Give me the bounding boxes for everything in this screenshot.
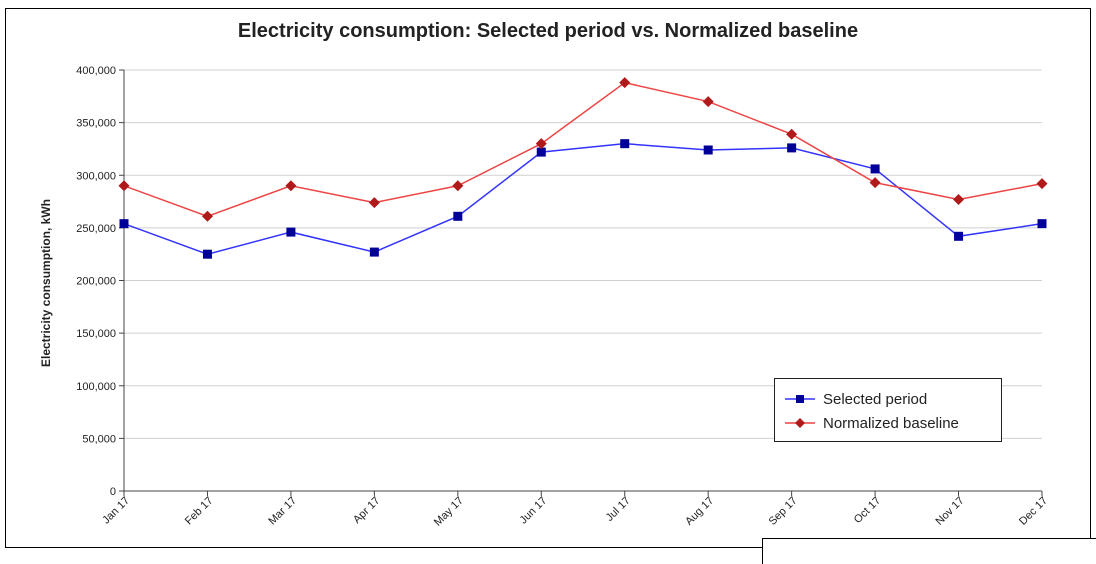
data-point (787, 143, 797, 153)
data-point (535, 138, 547, 150)
x-tick-label: Feb 17 (183, 495, 216, 528)
y-tick-label: 50,000 (82, 433, 116, 445)
series-line-0 (123, 142, 1043, 255)
legend-marker-normalized-baseline (795, 418, 805, 428)
legend-item-selected-period: Selected period (785, 389, 927, 409)
x-tick-label: Aug 17 (683, 495, 716, 528)
y-tick-label: 350,000 (76, 118, 116, 130)
bottom-right-panel (762, 538, 1096, 564)
data-point (954, 231, 964, 241)
x-tick-label: Jan 17 (100, 495, 132, 527)
data-point (453, 211, 463, 221)
y-tick-label: 400,000 (76, 65, 116, 77)
y-tick-label: 100,000 (76, 381, 116, 393)
x-tick-label: Mar 17 (266, 495, 299, 528)
data-point (1037, 219, 1047, 229)
y-tick-label: 250,000 (76, 223, 116, 235)
data-point (703, 145, 713, 155)
x-tick-label: Oct 17 (852, 495, 883, 526)
x-tick-label: Nov 17 (934, 495, 967, 528)
data-point (369, 247, 379, 257)
data-point (619, 77, 631, 89)
data-point (368, 197, 380, 209)
legend-swatch-selected-period (785, 395, 815, 403)
data-point (201, 210, 213, 222)
y-tick-label: 0 (110, 486, 116, 498)
data-point (953, 193, 965, 205)
y-tick-label: 300,000 (76, 170, 116, 182)
x-tick-label: Jul 17 (604, 495, 633, 524)
x-tick-label: Apr 17 (351, 495, 382, 526)
chart-frame (5, 8, 1091, 548)
data-point (452, 180, 464, 192)
chart-title: Electricity consumption: Selected period… (237, 20, 859, 42)
legend-item-normalized-baseline: Normalized baseline (785, 413, 959, 433)
data-point (1036, 178, 1048, 190)
legend-label-normalized-baseline: Normalized baseline (823, 414, 959, 432)
y-tick-label: 200,000 (76, 276, 116, 288)
data-point (285, 180, 297, 192)
series-line-1 (123, 81, 1043, 218)
data-point (118, 180, 130, 192)
legend-label-selected-period: Selected period (823, 390, 928, 408)
legend-marker-selected-period (796, 395, 804, 403)
data-point (536, 147, 546, 157)
data-point (869, 177, 881, 189)
legend: Selected period Normalized baseline (774, 378, 1002, 442)
data-point (620, 139, 630, 149)
legend-swatch-normalized-baseline (785, 418, 815, 428)
data-point (202, 249, 212, 259)
data-point (702, 96, 714, 108)
data-point (870, 164, 880, 174)
data-point (119, 219, 129, 229)
data-point (786, 128, 798, 140)
x-tick-label: Jun 17 (518, 495, 550, 527)
y-tick-label: 150,000 (76, 328, 116, 340)
x-tick-label: Sep 17 (767, 495, 800, 528)
data-point (286, 227, 296, 237)
x-tick-label: Dec 17 (1017, 495, 1050, 528)
x-tick-label: May 17 (432, 495, 466, 529)
